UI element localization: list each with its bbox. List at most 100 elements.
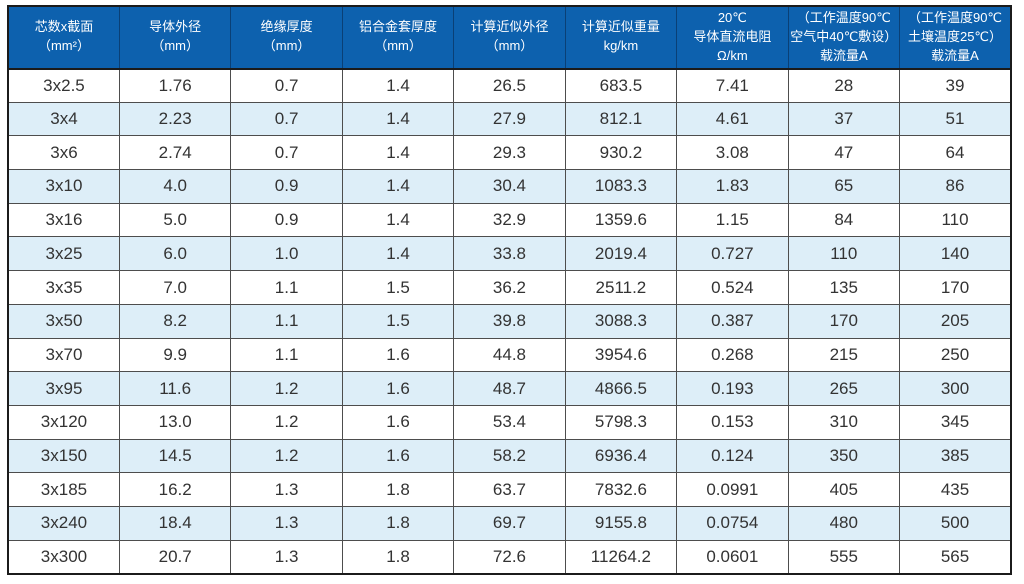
table-cell: 3x185: [7, 472, 120, 507]
table-cell: 63.7: [453, 472, 566, 507]
table-cell: 30.4: [453, 169, 566, 204]
table-cell: 18.4: [118, 505, 232, 541]
table-cell: 84: [787, 202, 901, 238]
table-row: 3x16 5.0 0.9 1.4 32.9 1359.6 1.15 84 110: [7, 202, 1012, 238]
table-cell: 3x4: [7, 101, 120, 137]
table-cell: 1.2: [230, 438, 343, 474]
table-body: 3x2.5 1.76 0.7 1.4 26.5 683.5 7.41 28 39 3x4 2.23 0…: [7, 68, 1012, 575]
column-header-line: Ω/km: [717, 47, 748, 63]
table-cell: 37: [787, 101, 901, 137]
table-row: 3x35 7.0 1.1 1.5 36.2 2511.2 0.524 135 170: [7, 270, 1012, 305]
table-cell: 565: [899, 539, 1012, 575]
table-cell: 7.0: [118, 270, 232, 305]
table-cell: 47: [787, 135, 901, 171]
column-header-line: 铝合金套厚度: [359, 19, 438, 35]
table-cell: 64: [899, 135, 1012, 171]
table-cell: 812.1: [564, 101, 678, 137]
table-cell: 3x70: [7, 337, 120, 373]
table-cell: 8.2: [118, 303, 232, 339]
table-cell: 135: [787, 270, 901, 305]
column-header-line: 载流量A: [819, 47, 868, 63]
table-cell: 1.0: [230, 236, 343, 272]
column-header-line: 载流量A: [931, 47, 979, 63]
table-cell: 44.8: [453, 337, 566, 373]
table-row: 3x50 8.2 1.1 1.5 39.8 3088.3 0.387 170 205: [7, 303, 1012, 339]
table-cell: 170: [787, 303, 901, 339]
table-header: 芯数x截面 （mm²） 导体外径 （mm） 绝缘厚度 （mm） 铝合金套厚度 （mm） 计算近似…: [8, 6, 1011, 70]
table-cell: 215: [787, 337, 901, 373]
table-cell: 205: [899, 303, 1012, 339]
column-header-0: 芯数x截面 （mm²）: [8, 6, 120, 70]
table-row: 3x10 4.0 0.9 1.4 30.4 1083.3 1.83 65 86: [7, 169, 1012, 204]
table-cell: 7.41: [676, 68, 789, 103]
column-header-line: 20℃: [717, 10, 747, 25]
table-row: 3x120 13.0 1.2 1.6 53.4 5798.3 0.153 310 345: [7, 404, 1012, 440]
table-cell: 1.6: [341, 371, 455, 406]
table-cell: 65: [787, 169, 901, 204]
table-cell: 110: [899, 202, 1012, 238]
table-cell: 1.1: [230, 337, 343, 373]
table-cell: 11.6: [118, 371, 232, 406]
table-cell: 3x95: [7, 371, 120, 406]
table-cell: 300: [899, 371, 1012, 406]
column-header-line: （mm²）: [37, 38, 90, 54]
table-cell: 265: [787, 371, 901, 406]
table-cell: 0.524: [676, 270, 789, 305]
column-header-line: （工作温度90℃: [907, 10, 1003, 25]
table-cell: 3x50: [7, 303, 120, 339]
column-header-line: （mm）: [374, 38, 422, 54]
column-header-line: kg/km: [603, 38, 639, 54]
table-cell: 2.74: [118, 135, 232, 171]
table-cell: 1.4: [341, 101, 455, 137]
table-cell: 1.5: [341, 270, 455, 305]
table-cell: 39: [899, 68, 1012, 103]
table-cell: 1.1: [230, 270, 343, 305]
table-cell: 69.7: [453, 505, 566, 541]
table-cell: 53.4: [453, 404, 566, 440]
table-cell: 1.3: [230, 505, 343, 541]
column-header-6: 20℃ 导体直流电阻 Ω/km: [676, 6, 789, 70]
column-header-line: 导体外径: [149, 19, 202, 35]
table-cell: 683.5: [564, 68, 678, 103]
table-row: 3x2.5 1.76 0.7 1.4 26.5 683.5 7.41 28 39: [7, 68, 1012, 103]
table-cell: 72.6: [453, 539, 566, 575]
table-cell: 51: [899, 101, 1012, 137]
table-cell: 1.3: [230, 472, 343, 507]
column-header-8: （工作温度90℃ 土壤温度25℃） 载流量A: [899, 6, 1011, 70]
table-cell: 3x300: [7, 539, 120, 575]
table-row: 3x25 6.0 1.0 1.4 33.8 2019.4 0.727 110 140: [7, 236, 1012, 272]
table-cell: 1.6: [341, 438, 455, 474]
table-cell: 2.23: [118, 101, 232, 137]
table-cell: 500: [899, 505, 1012, 541]
table-cell: 33.8: [453, 236, 566, 272]
table-cell: 1.2: [230, 371, 343, 406]
table-cell: 170: [899, 270, 1012, 305]
table-cell: 29.3: [453, 135, 566, 171]
table-cell: 1.2: [230, 404, 343, 440]
table-cell: 1359.6: [564, 202, 678, 238]
table-cell: 480: [787, 505, 901, 541]
table-row: 3x240 18.4 1.3 1.8 69.7 9155.8 0.0754 480 500: [7, 505, 1012, 541]
header-row: 芯数x截面 （mm²） 导体外径 （mm） 绝缘厚度 （mm） 铝合金套厚度 （mm） 计算近似…: [8, 6, 1011, 70]
table-cell: 0.0754: [676, 505, 789, 541]
table-cell: 6936.4: [564, 438, 678, 474]
column-header-line: 芯数x截面: [34, 19, 94, 35]
column-header-line: 导体直流电阻: [693, 28, 772, 44]
table-row: 3x95 11.6 1.2 1.6 48.7 4866.5 0.193 265 300: [7, 371, 1012, 406]
table-cell: 0.7: [230, 135, 343, 171]
table-cell: 3x25: [7, 236, 120, 272]
table-cell: 0.387: [676, 303, 789, 339]
table-cell: 1.6: [341, 404, 455, 440]
table-cell: 14.5: [118, 438, 232, 474]
cable-spec-table: 芯数x截面 （mm²） 导体外径 （mm） 绝缘厚度 （mm） 铝合金套厚度 （mm） 计算近似…: [7, 5, 1012, 575]
table-cell: 435: [899, 472, 1012, 507]
column-header-line: （工作温度90℃: [796, 10, 891, 25]
table-cell: 555: [787, 539, 901, 575]
table-cell: 4.0: [118, 169, 232, 204]
column-header-4: 计算近似外径 （mm）: [453, 6, 566, 70]
table-cell: 3x16: [7, 202, 120, 238]
table-cell: 350: [787, 438, 901, 474]
column-header-line: 计算近似外径: [470, 19, 549, 35]
table-cell: 0.153: [676, 404, 789, 440]
